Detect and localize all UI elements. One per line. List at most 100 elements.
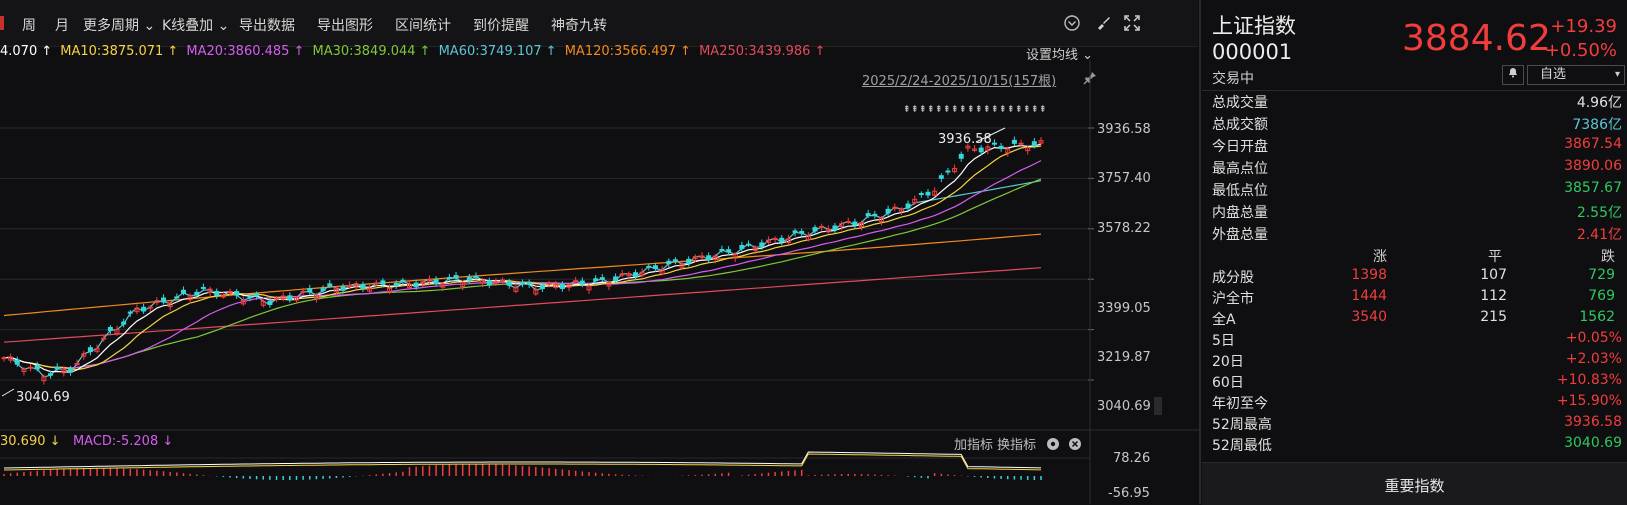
gear-icon[interactable] bbox=[1046, 437, 1060, 451]
candle-body bbox=[333, 287, 339, 293]
stat-label: 总成交额 bbox=[1212, 117, 1268, 133]
bell-icon[interactable] bbox=[1502, 65, 1524, 85]
candle-body bbox=[852, 221, 858, 226]
close-icon[interactable] bbox=[1068, 437, 1082, 451]
candle-body bbox=[1038, 140, 1044, 144]
ma5-value: 4.070 bbox=[0, 44, 38, 59]
candle-body bbox=[453, 275, 459, 279]
stat-value: 3857.67 bbox=[1564, 180, 1622, 196]
candle-body bbox=[194, 291, 200, 296]
ma-settings-dropdown[interactable]: 设置均线 ⌄ bbox=[1026, 48, 1094, 63]
signal-marker: ⇞ bbox=[943, 105, 951, 115]
high-annotation: 3936.58 bbox=[938, 132, 992, 147]
dif-value: 30.690 bbox=[0, 434, 46, 449]
more-periods-dropdown[interactable]: 更多周期 ⌄ bbox=[83, 18, 156, 34]
panel-divider bbox=[1199, 0, 1201, 504]
breadth-row: 沪全市 1444 112 769 bbox=[1202, 288, 1627, 310]
period-month-tab[interactable]: 月 bbox=[55, 18, 69, 34]
candle-body bbox=[440, 283, 446, 288]
macd-arrow: ↓ bbox=[162, 434, 174, 449]
candle-body bbox=[466, 276, 472, 281]
candle-body bbox=[872, 213, 878, 216]
stat-value: 7386亿 bbox=[1572, 117, 1622, 133]
candle-body bbox=[925, 191, 931, 196]
fullscreen-icon[interactable] bbox=[1122, 14, 1142, 34]
important-index-tab[interactable]: 重要指数 bbox=[1202, 462, 1627, 505]
candle-body bbox=[254, 293, 260, 297]
ma20-value: MA20:3860.485 bbox=[186, 44, 290, 59]
candle-body bbox=[599, 277, 605, 280]
candle-body bbox=[460, 281, 466, 287]
export-chart-button[interactable]: 导出图形 bbox=[317, 18, 373, 34]
candle-body bbox=[646, 265, 652, 268]
candle-body bbox=[626, 273, 632, 277]
watchlist-dropdown[interactable]: 自选 ▾ bbox=[1527, 65, 1625, 85]
candle-body bbox=[413, 282, 419, 288]
stat-value: 2.41亿 bbox=[1576, 227, 1622, 243]
candle-body bbox=[380, 280, 386, 285]
price-change-percent: +0.50% bbox=[1544, 40, 1617, 61]
stat-label: 最低点位 bbox=[1212, 183, 1268, 199]
candlestick-chart[interactable]: ⇞ ⇞ ⇞ ⇞ ⇞ ⇞ ⇞ ⇞ ⇞ ⇞ ⇞ ⇞ ⇞ ⇞ ⇞ ⇞ ⇞ ⇞ bbox=[0, 0, 1199, 504]
candle-body bbox=[67, 368, 73, 373]
date-range-label[interactable]: 2025/2/24-2025/10/15(157根) bbox=[862, 74, 1057, 89]
stat-row: 内盘总量 2.55亿 bbox=[1212, 202, 1622, 224]
candle-body bbox=[81, 353, 87, 357]
candle-body bbox=[606, 281, 612, 287]
ma10-line bbox=[3, 145, 1042, 371]
breadth-down: 769 bbox=[1588, 288, 1615, 304]
candle-body bbox=[945, 170, 951, 173]
candle-body bbox=[553, 284, 559, 288]
candle-body bbox=[706, 255, 712, 260]
active-period-tab[interactable] bbox=[0, 16, 4, 30]
stat-label: 总成交量 bbox=[1212, 95, 1268, 111]
stat-row: 外盘总量 2.41亿 bbox=[1212, 224, 1622, 246]
candle-body bbox=[347, 284, 353, 287]
switch-indicator-button[interactable]: 换指标 bbox=[997, 438, 1037, 453]
breadth-row: 成分股 1398 107 729 bbox=[1202, 267, 1627, 289]
add-indicator-button[interactable]: 加指标 bbox=[954, 438, 994, 453]
candle-body bbox=[918, 193, 924, 196]
dea-line bbox=[3, 453, 1042, 471]
signal-marker: ⇞ bbox=[959, 105, 967, 115]
candle-body bbox=[859, 222, 865, 227]
performance-value: +15.90% bbox=[1556, 393, 1622, 409]
y-tick-label: 3757.40 bbox=[1097, 171, 1151, 186]
range-stats-button[interactable]: 区间统计 bbox=[395, 18, 451, 34]
candle-body bbox=[952, 167, 958, 173]
candle-body bbox=[433, 279, 439, 284]
candle-body bbox=[107, 326, 113, 332]
high-arrow bbox=[975, 127, 1006, 143]
panel-scroll-handle[interactable] bbox=[1154, 397, 1162, 415]
candle-body bbox=[932, 190, 938, 196]
breadth-up: 1444 bbox=[1351, 288, 1387, 304]
collapse-circle-icon[interactable] bbox=[1062, 14, 1082, 34]
signal-marker: ⇞ bbox=[1007, 105, 1015, 115]
kline-overlay-dropdown[interactable]: K线叠加 ⌄ bbox=[162, 18, 230, 34]
breadth-label: 全A bbox=[1212, 312, 1236, 328]
ma30-value: MA30:3849.044 bbox=[312, 44, 416, 59]
performance-value: 3936.58 bbox=[1564, 414, 1622, 430]
candle-body bbox=[686, 258, 692, 264]
signal-marker: ⇞ bbox=[1023, 105, 1031, 115]
candle-body bbox=[287, 295, 293, 301]
candle-body bbox=[785, 238, 791, 244]
candle-body bbox=[719, 248, 725, 251]
signal-marker: ⇞ bbox=[951, 105, 959, 115]
brush-icon[interactable] bbox=[1093, 14, 1113, 34]
export-data-button[interactable]: 导出数据 bbox=[239, 18, 295, 34]
period-week-tab[interactable]: 周 bbox=[22, 18, 36, 34]
header-flat: 平 bbox=[1488, 249, 1502, 265]
candle-body bbox=[353, 283, 359, 287]
ma60-arrow: ↑ bbox=[545, 44, 557, 59]
candle-body bbox=[500, 279, 506, 282]
candle-body bbox=[726, 249, 732, 253]
magic-nine-button[interactable]: 神奇九转 bbox=[551, 18, 607, 34]
candle-body bbox=[506, 281, 512, 286]
stat-label: 外盘总量 bbox=[1212, 227, 1268, 243]
performance-row: 52周最低 3040.69 bbox=[1212, 435, 1622, 457]
candle-body bbox=[972, 148, 978, 151]
signal-marker: ⇞ bbox=[927, 105, 935, 115]
price-alert-button[interactable]: 到价提醒 bbox=[473, 18, 529, 34]
signal-marker: ⇞ bbox=[1039, 105, 1047, 115]
